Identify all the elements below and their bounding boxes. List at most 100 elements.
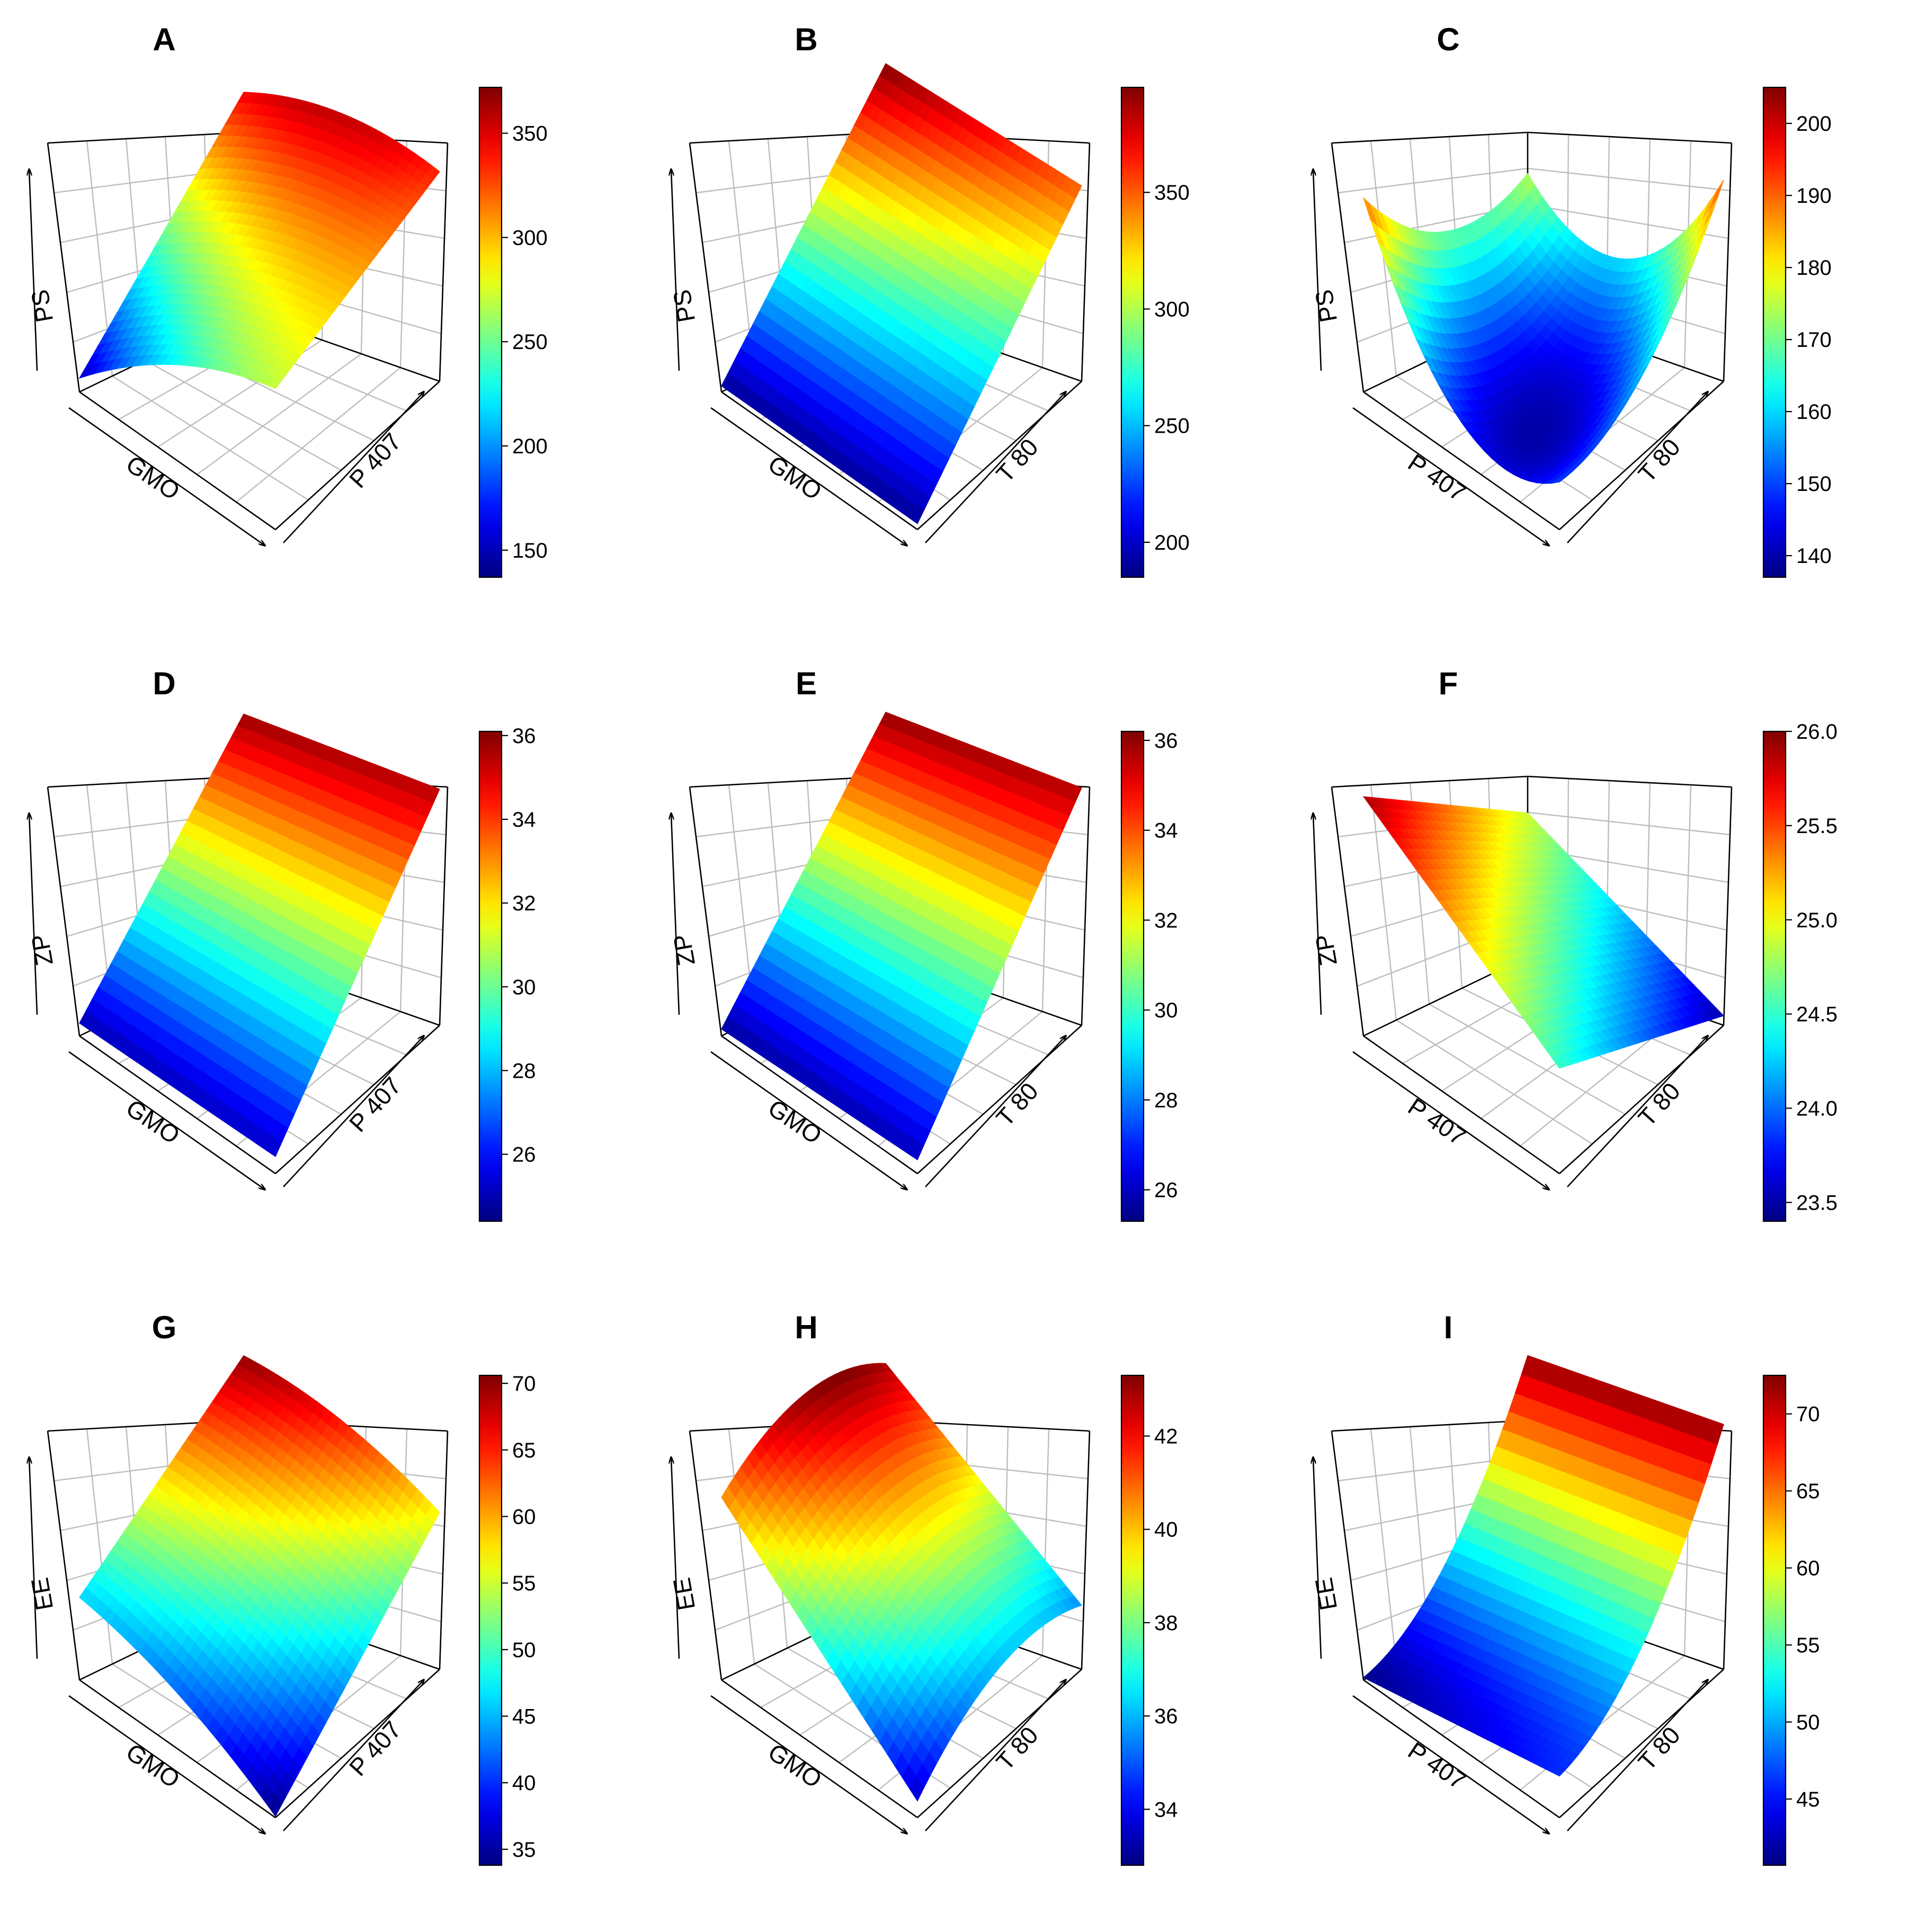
panel-title: E (795, 666, 817, 701)
box-edge (79, 1035, 276, 1175)
colorbar-tick-label: 26 (512, 1143, 536, 1167)
colorbar-tick-label: 23.5 (1796, 1191, 1838, 1214)
panel-b: B PS GMO T 80 200 250 300 350 (642, 0, 1284, 644)
z-axis-arrow (29, 813, 38, 1015)
panel-title: D (153, 666, 176, 701)
box-edge (1331, 775, 1528, 788)
panel-e: E ZP GMO T 80 26 28 30 32 34 36 (642, 644, 1284, 1288)
colorbar-tick-label: 25.5 (1796, 815, 1838, 838)
colorbar-tick-label: 24.0 (1796, 1097, 1838, 1121)
surface-c (1362, 173, 1724, 484)
x-axis-arrow (710, 407, 907, 545)
colorbar-tick-label: 150 (1796, 472, 1832, 496)
y-axis-label: T 80 (991, 1077, 1044, 1132)
z-axis-arrow (671, 813, 680, 1015)
box-edge (439, 1430, 449, 1670)
box-edge (439, 786, 449, 1026)
surface-facet (267, 377, 282, 389)
z-axis-label: PS (25, 288, 58, 324)
colorbar-tick-label: 170 (1796, 328, 1832, 352)
colorbar-tick-label: 30 (512, 976, 536, 999)
colorbar-tick-label: 32 (1154, 909, 1178, 932)
box-edge (1723, 142, 1733, 382)
box-edge (1081, 142, 1091, 382)
box-edge (47, 131, 244, 144)
panel-title: F (1438, 666, 1458, 701)
panel-d: D ZP GMO P 407 26 28 30 32 34 36 (0, 644, 642, 1288)
colorbar-tick-label: 32 (512, 892, 536, 915)
colorbar-tick-label: 140 (1796, 544, 1832, 568)
z-axis-label: ZP (26, 932, 58, 968)
y-axis-arrow (1567, 1036, 1708, 1187)
colorbar-tick-label: 25.0 (1796, 909, 1838, 932)
colorbar-tick-label: 34 (1154, 819, 1178, 843)
z-axis-arrow (1313, 169, 1322, 371)
x-axis-label: P 407 (1403, 1093, 1471, 1151)
box-edge (1363, 1035, 1560, 1175)
surface-e (721, 711, 1082, 1161)
z-axis-arrow (1313, 813, 1322, 1015)
wall-gridline (1370, 784, 1397, 1021)
colorbar-tick-label: 200 (1796, 112, 1832, 136)
y-axis-arrow (925, 1036, 1066, 1187)
surface-facet (910, 505, 924, 524)
box-edge (47, 786, 81, 1036)
floor-gridline (197, 353, 362, 475)
x-axis-arrow (710, 1051, 907, 1189)
z-axis-label: PS (667, 288, 700, 324)
surface-facet (910, 1140, 924, 1161)
panel-title: G (151, 1310, 177, 1345)
wall-gridline (1338, 167, 1528, 194)
colorbar-tick-label: 28 (1154, 1089, 1178, 1112)
colorbar-gradient (1120, 730, 1145, 1222)
floor-gridline (1429, 1003, 1626, 1115)
y-axis-arrow (925, 392, 1066, 543)
box-edge (1723, 786, 1733, 1026)
x-axis-label: P 407 (1403, 449, 1471, 507)
y-axis-arrow (1567, 392, 1708, 543)
surface-b (721, 63, 1082, 524)
surface-a (78, 92, 440, 389)
colorbar-gradient (1762, 86, 1787, 578)
panel-title: A (153, 22, 176, 57)
box-edge (1331, 131, 1528, 144)
colorbar-tick-label: 180 (1796, 256, 1832, 280)
box-edge (275, 1025, 440, 1174)
x-axis-arrow (1352, 1051, 1549, 1189)
colorbar-tick-label: 24.5 (1796, 1003, 1838, 1026)
colorbar-gradient (1120, 86, 1145, 578)
panel-f: F ZP P 407 T 80 23.5 24.0 24.5 25.0 25.5 26.0 (1284, 644, 1926, 1288)
box-edge (47, 1430, 81, 1680)
colorbar-tick-label: 190 (1796, 184, 1832, 208)
z-axis-arrow (671, 169, 680, 371)
z-axis-label: ZP (668, 932, 700, 968)
colorbar-tick-label: 150 (512, 539, 548, 562)
x-axis-label: GMO (763, 450, 827, 505)
box-edge (689, 142, 723, 392)
colorbar-tick-label: 200 (512, 435, 548, 458)
surface-f (1362, 796, 1725, 1069)
floor-gridline (1396, 1019, 1593, 1145)
box-edge (1081, 786, 1091, 1026)
x-axis-arrow (68, 407, 265, 545)
box-edge (47, 142, 81, 392)
y-axis-label: T 80 (1633, 1077, 1686, 1132)
z-axis-label: ZP (1310, 932, 1342, 968)
panel-a: A PS GMO P 407 150 200 250 300 350 (0, 0, 642, 644)
surface-d (79, 713, 440, 1157)
box-edge (917, 1025, 1082, 1174)
box-edge (275, 1669, 440, 1818)
surface-facet (1552, 477, 1566, 484)
surface-facet (1551, 1056, 1566, 1069)
box-edge (1331, 142, 1365, 392)
box-edge (439, 142, 449, 382)
x-axis-label: GMO (121, 1094, 185, 1149)
box-edge (1559, 381, 1724, 530)
x-axis-label: GMO (763, 1094, 827, 1149)
